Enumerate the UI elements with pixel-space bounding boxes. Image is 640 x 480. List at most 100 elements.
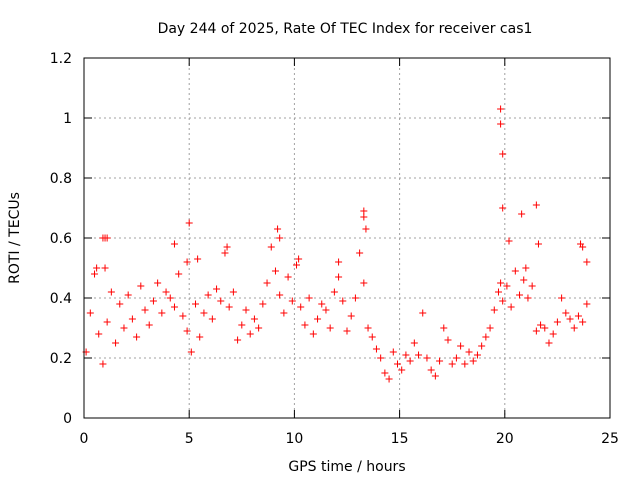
data-point [158, 309, 166, 317]
data-point [103, 234, 111, 242]
data-point [457, 342, 465, 350]
data-point [196, 333, 204, 341]
data-point [267, 243, 275, 251]
grid-lines [84, 58, 610, 418]
data-point [145, 321, 153, 329]
data-point [499, 297, 507, 305]
data-point [507, 303, 515, 311]
data-point [532, 327, 540, 335]
data-point [99, 360, 107, 368]
data-point [276, 234, 284, 242]
data-point [579, 318, 587, 326]
data-point [505, 237, 513, 245]
data-point [362, 225, 370, 233]
data-point [263, 279, 271, 287]
data-point [385, 375, 393, 383]
data-point [179, 312, 187, 320]
y-tick-label: 0.6 [50, 231, 72, 247]
data-point [305, 294, 313, 302]
data-point [398, 366, 406, 374]
data-point [284, 273, 292, 281]
y-tick-label: 0.4 [50, 291, 72, 307]
data-point [522, 264, 530, 272]
data-point [194, 255, 202, 263]
data-point [149, 297, 157, 305]
data-point [274, 225, 282, 233]
data-point [503, 282, 511, 290]
data-point [103, 318, 111, 326]
data-point [549, 330, 557, 338]
data-point [465, 348, 473, 356]
x-tick-labels: 0 5 10 15 20 25 [80, 431, 619, 447]
data-point [335, 258, 343, 266]
data-point [511, 267, 519, 275]
data-point [482, 333, 490, 341]
data-point [377, 354, 385, 362]
data-point [101, 264, 109, 272]
data-point [486, 324, 494, 332]
data-point [326, 324, 334, 332]
data-point [372, 345, 380, 353]
data-point [93, 264, 101, 272]
data-point [469, 357, 477, 365]
data-point [200, 309, 208, 317]
data-point [570, 324, 578, 332]
data-point [402, 351, 410, 359]
plot-frame [83, 57, 611, 419]
data-point [192, 300, 200, 308]
data-point [318, 300, 326, 308]
chart-title: Day 244 of 2025, Rate Of TEC Index for r… [158, 21, 533, 37]
data-point [553, 318, 561, 326]
data-point [360, 213, 368, 221]
data-point [295, 255, 303, 263]
data-point [339, 297, 347, 305]
data-point [259, 300, 267, 308]
data-point [255, 324, 263, 332]
data-point [558, 294, 566, 302]
data-point [162, 288, 170, 296]
data-point [170, 303, 178, 311]
data-point [141, 306, 149, 314]
data-point [499, 204, 507, 212]
data-point [347, 312, 355, 320]
data-point [217, 297, 225, 305]
data-point [185, 219, 193, 227]
data-point [95, 330, 103, 338]
data-point [330, 288, 338, 296]
data-point [86, 309, 94, 317]
data-point [583, 258, 591, 266]
data-point [490, 306, 498, 314]
data-point [91, 270, 99, 278]
data-point [356, 249, 364, 257]
data-point [288, 297, 296, 305]
data-point [448, 360, 456, 368]
y-axis-label: ROTI / TECUs [7, 192, 23, 284]
data-point [213, 285, 221, 293]
data-point [204, 291, 212, 299]
data-point [360, 207, 368, 215]
x-tick-label: 15 [391, 431, 409, 447]
x-tick-label: 25 [601, 431, 619, 447]
data-point [419, 309, 427, 317]
data-point [494, 288, 502, 296]
data-point [440, 324, 448, 332]
data-point [583, 300, 591, 308]
data-point [187, 348, 195, 356]
data-point [183, 327, 191, 335]
x-tick-label: 5 [185, 431, 194, 447]
data-point [137, 282, 145, 290]
y-tick-labels: 0 0.2 0.4 0.6 0.8 1 1.2 [50, 51, 72, 427]
data-point [461, 360, 469, 368]
axis-ticks [83, 57, 611, 419]
data-point [497, 279, 505, 287]
data-point [250, 315, 258, 323]
data-point [309, 330, 317, 338]
data-point [238, 321, 246, 329]
data-point [518, 210, 526, 218]
data-point [497, 105, 505, 113]
data-point [314, 315, 322, 323]
data-point [221, 249, 229, 257]
data-point [524, 294, 532, 302]
data-point [368, 333, 376, 341]
